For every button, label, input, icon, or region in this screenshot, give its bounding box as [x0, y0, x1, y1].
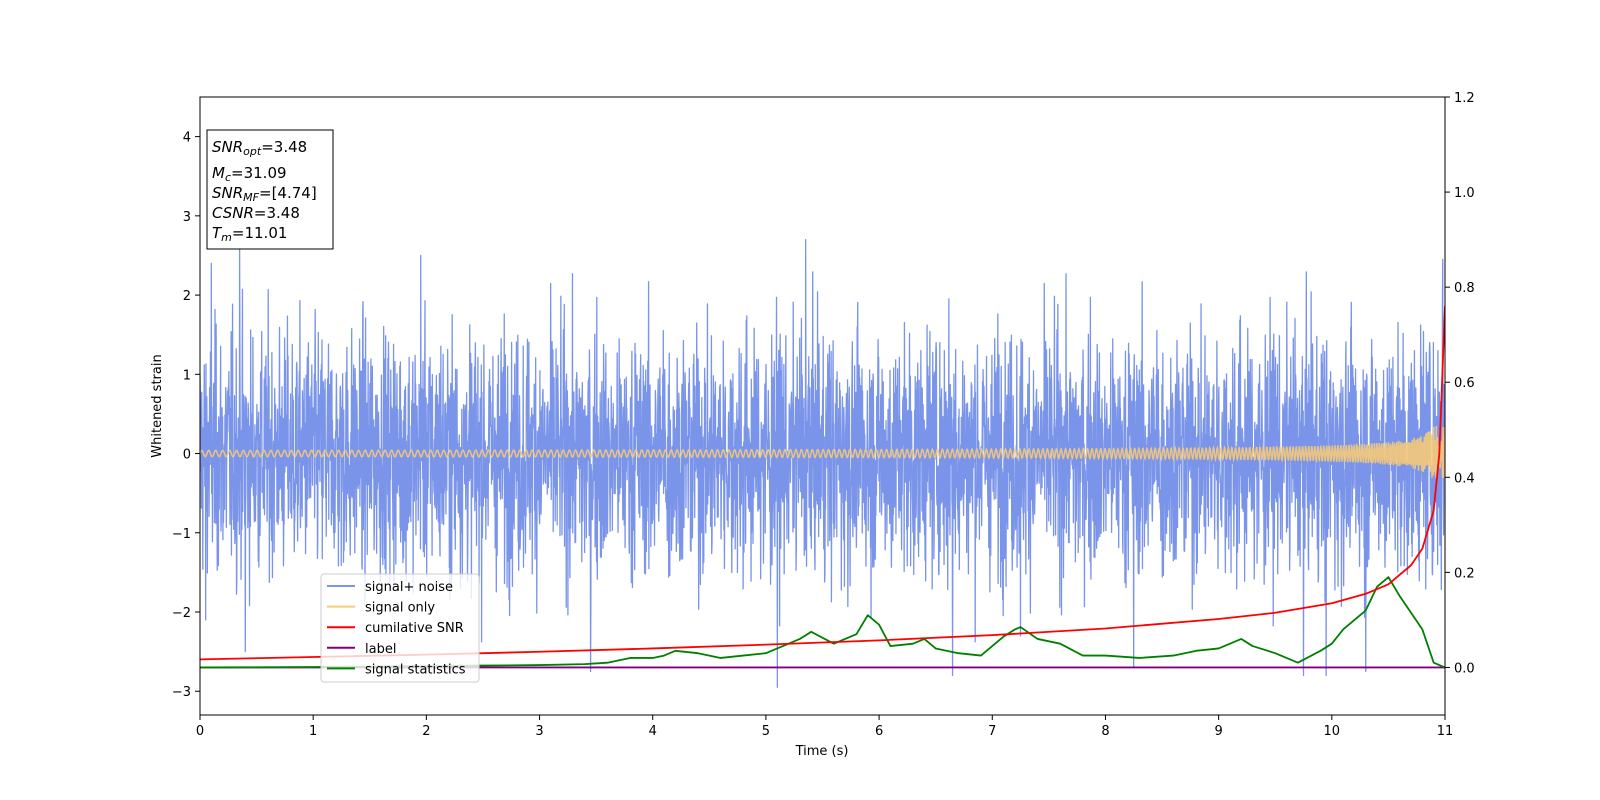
x-tick-label: 6 [875, 724, 883, 739]
right-y-tick-label: 0.0 [1454, 661, 1475, 676]
legend-entry: signal statistics [365, 662, 466, 677]
right-y-tick-label: 1.0 [1454, 186, 1475, 201]
series-signal-plus-noise [200, 238, 1445, 688]
info-box: SNRopt=3.48 Mc=31.09 SNRMF=[4.74] CSNR=3… [206, 129, 334, 250]
x-tick-label: 5 [762, 724, 770, 739]
x-tick-label: 4 [649, 724, 657, 739]
plot-frame [199, 96, 1446, 716]
left-y-tick-label: 4 [183, 131, 191, 146]
left-y-tick-label: 2 [183, 289, 191, 304]
left-y-axis-ticks: −3 −2 −1 0 1 2 3 4 [172, 131, 200, 700]
legend-entry: signal+ noise [365, 580, 453, 595]
x-tick-label: 1 [309, 724, 317, 739]
info-csnr: CSNR=3.48 [212, 204, 300, 222]
right-y-tick-label: 0.4 [1454, 471, 1475, 486]
left-y-tick-label: 0 [183, 448, 191, 463]
x-tick-label: 7 [988, 724, 996, 739]
x-tick-label: 8 [1101, 724, 1109, 739]
x-tick-label: 2 [422, 724, 430, 739]
x-axis-label: Time (s) [795, 744, 849, 759]
series-signal-statistics [200, 576, 1445, 669]
x-tick-label: 0 [196, 724, 204, 739]
info-mc: Mc=31.09 [212, 164, 287, 184]
info-snr-opt: SNRopt=3.48 [212, 138, 307, 158]
right-y-tick-label: 0.8 [1454, 281, 1475, 296]
left-y-tick-label: −2 [172, 606, 191, 621]
info-tm: Tm=11.01 [212, 224, 287, 244]
left-y-tick-label: −1 [172, 527, 191, 542]
x-tick-label: 10 [1324, 724, 1341, 739]
legend-entry: label [365, 642, 396, 657]
x-axis-ticks: 0 1 2 3 4 5 6 7 8 9 10 11 [196, 715, 1453, 739]
legend-frame [320, 573, 480, 683]
left-y-tick-label: −3 [172, 685, 191, 700]
right-y-tick-label: 0.6 [1454, 376, 1475, 391]
right-y-tick-label: 1.2 [1454, 91, 1475, 106]
series-cumulative-snr [200, 306, 1445, 661]
info-box-frame [206, 129, 334, 250]
x-tick-label: 9 [1214, 724, 1222, 739]
legend: signal+ noise signal only cumilative SNR la… [320, 573, 480, 683]
x-tick-label: 3 [535, 724, 543, 739]
left-y-tick-label: 1 [183, 368, 191, 383]
series-signal-only [200, 425, 1445, 479]
x-tick-label: 11 [1437, 724, 1454, 739]
legend-entry: signal only [365, 601, 435, 616]
legend-items: signal+ noise signal only cumilative SNR la… [327, 580, 466, 677]
info-snr-mf: SNRMF=[4.74] [212, 184, 317, 204]
y-axis-label: Whitened strain [150, 354, 165, 457]
right-y-tick-label: 0.2 [1454, 566, 1475, 581]
legend-entry: cumilative SNR [365, 621, 464, 636]
right-y-axis-ticks: 0.0 0.2 0.4 0.6 0.8 1.0 1.2 [1445, 91, 1475, 676]
left-y-tick-label: 3 [183, 210, 191, 225]
